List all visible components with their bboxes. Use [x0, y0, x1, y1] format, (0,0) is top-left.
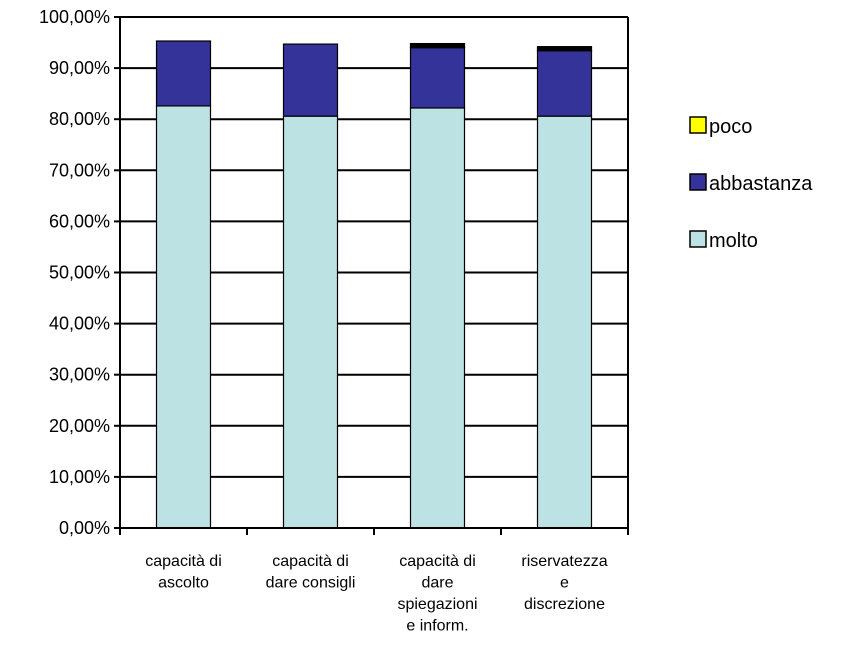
y-tick-label: 20,00%: [49, 416, 110, 436]
bar-segment-abbastanza: [536, 50, 593, 117]
axes: [114, 17, 629, 535]
y-tick-label: 80,00%: [49, 109, 110, 129]
y-tick-label: 30,00%: [49, 365, 110, 385]
legend-label-abbastanza: abbastanza: [709, 173, 813, 195]
x-tick-label: capacità di dare spiegazioni e inform.: [397, 553, 477, 635]
legend-label-molto: molto: [709, 230, 758, 252]
bar-segment-molto: [536, 115, 593, 529]
bar-segment-abbastanza: [282, 43, 339, 117]
x-tick-label-line: capacità di: [145, 553, 222, 570]
y-tick-label: 50,00%: [49, 263, 110, 283]
y-tick-label: 40,00%: [49, 314, 110, 334]
x-tick-label-line: discrezione: [524, 596, 605, 613]
bar-segment-molto: [409, 107, 466, 529]
legend-label-poco: poco: [709, 116, 752, 138]
x-tick-label-line: riservatezza: [521, 553, 607, 570]
x-tick-label: riservatezza e discrezione: [521, 553, 607, 613]
y-tick-label: 0,00%: [59, 518, 110, 538]
x-tick-label-line: dare: [421, 575, 453, 592]
x-axis-labels: capacità di ascolto capacità di dare consig…: [145, 553, 607, 635]
legend-swatch-molto: [689, 230, 707, 248]
y-axis-ticks: 0,00% 10,00% 20,00% 30,00% 40,00% 50,00% 60,00…: [39, 7, 120, 538]
bar-segment-other: [536, 46, 593, 51]
x-tick-label-line: e: [560, 575, 569, 592]
x-tick-label: capacità di ascolto: [145, 553, 222, 592]
x-tick-label-line: capacità di: [272, 553, 349, 570]
bar-segment-abbastanza: [155, 40, 212, 107]
legend-swatch-abbastanza: [689, 173, 707, 191]
legend-swatch-poco: [689, 116, 707, 134]
y-tick-label: 90,00%: [49, 58, 110, 78]
bar-segment-molto: [155, 105, 212, 529]
y-tick-label: 10,00%: [49, 467, 110, 487]
x-tick-label: capacità di dare consigli: [266, 553, 356, 592]
y-tick-label: 100,00%: [39, 7, 110, 27]
bar-segment-molto: [282, 115, 339, 529]
y-tick-label: 70,00%: [49, 160, 110, 180]
x-tick-label-line: dare consigli: [266, 575, 356, 592]
x-tick-label-line: spiegazioni: [397, 596, 477, 613]
x-tick-label-line: e inform.: [406, 618, 468, 635]
x-tick-label-line: ascolto: [158, 575, 209, 592]
bars: [155, 40, 593, 529]
bar-segment-other: [409, 42, 466, 48]
y-tick-label: 60,00%: [49, 211, 110, 231]
legend: poco abbastanza molto: [689, 116, 813, 252]
x-tick-label-line: capacità di: [399, 553, 476, 570]
bar-segment-abbastanza: [409, 47, 466, 109]
